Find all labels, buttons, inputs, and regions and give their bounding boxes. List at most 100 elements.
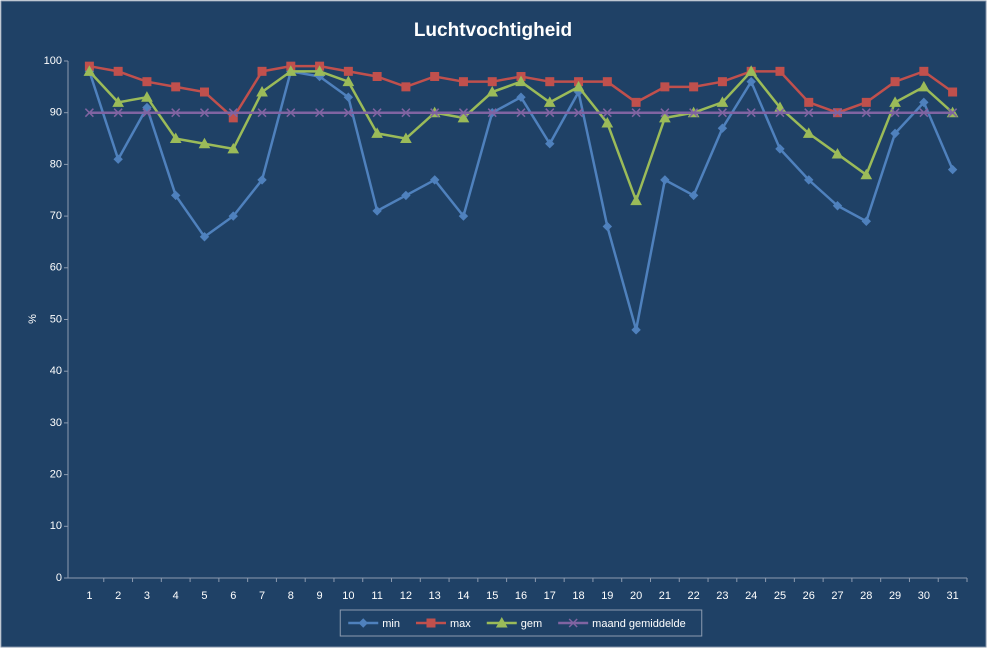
marker [113, 108, 123, 118]
marker [919, 66, 929, 76]
marker [601, 117, 614, 128]
marker [372, 72, 382, 82]
x-tick-label: 11 [371, 590, 382, 602]
marker [630, 194, 642, 206]
y-tick-label: 30 [50, 417, 62, 429]
x-tick-label: 23 [716, 590, 728, 602]
y-tick-label: 80 [50, 158, 62, 170]
marker [198, 137, 211, 149]
marker [199, 108, 210, 118]
y-axis-label: % [27, 314, 39, 324]
x-tick-label: 27 [831, 590, 843, 602]
x-tick-label: 2 [115, 590, 121, 602]
x-tick-label: 7 [259, 590, 265, 602]
x-tick-label: 13 [429, 590, 441, 602]
marker [142, 108, 152, 118]
marker [861, 108, 871, 118]
marker [84, 108, 94, 118]
marker [112, 96, 125, 107]
y-tick-label: 90 [50, 107, 62, 119]
marker [831, 148, 844, 159]
legend-box [339, 609, 703, 637]
y-tick-label: 70 [50, 210, 62, 222]
x-tick-label: 14 [457, 590, 469, 602]
marker [228, 108, 238, 118]
x-tick-label: 8 [288, 590, 294, 602]
marker [659, 111, 671, 123]
marker [257, 66, 267, 76]
marker [832, 108, 843, 118]
marker [487, 77, 497, 87]
chart-title: Luchtvochtigheid [414, 20, 572, 41]
marker [401, 108, 411, 118]
marker [401, 190, 411, 201]
marker [284, 65, 297, 76]
marker [315, 108, 325, 118]
marker [602, 221, 613, 232]
marker [802, 127, 815, 138]
marker [286, 108, 296, 118]
marker [574, 108, 584, 118]
marker [199, 87, 209, 97]
marker [804, 97, 814, 107]
x-tick-label: 10 [342, 590, 354, 602]
y-tick-label: 20 [50, 469, 62, 481]
marker [688, 190, 699, 201]
legend-label: maand gemiddelde [592, 618, 686, 630]
marker [545, 77, 555, 87]
marker [716, 96, 729, 107]
marker [890, 108, 900, 118]
legend: min max gem maand gemiddelde [339, 609, 703, 637]
marker [775, 108, 785, 118]
marker [919, 97, 929, 108]
y-tick-label: 40 [50, 365, 62, 377]
marker [948, 87, 958, 97]
marker [947, 164, 958, 175]
marker [917, 80, 930, 92]
marker [516, 108, 526, 118]
marker [602, 77, 612, 87]
marker [487, 108, 497, 118]
marker [545, 108, 555, 118]
marker [631, 108, 641, 118]
marker [689, 82, 699, 92]
marker [602, 108, 612, 118]
marker [890, 77, 900, 87]
marker [717, 123, 728, 133]
marker [257, 108, 267, 118]
marker [400, 132, 412, 144]
x-tick-label: 17 [544, 590, 556, 602]
marker [660, 108, 670, 118]
marker [401, 82, 411, 92]
marker [169, 132, 182, 144]
marker [171, 108, 181, 118]
marker [429, 175, 440, 185]
legend-label: min [382, 618, 400, 630]
marker [890, 128, 900, 139]
marker [919, 108, 929, 118]
marker [256, 85, 268, 97]
marker [358, 618, 368, 628]
marker [83, 65, 96, 76]
marker [257, 175, 267, 185]
marker [342, 75, 355, 87]
marker [568, 618, 578, 628]
legend-label: gem [521, 618, 542, 630]
marker [458, 77, 468, 87]
marker [572, 80, 585, 92]
marker [142, 77, 152, 87]
marker [458, 108, 468, 118]
marker [515, 75, 527, 87]
x-tick-label: 22 [688, 590, 700, 602]
marker [543, 96, 556, 107]
marker [371, 127, 383, 138]
marker [516, 92, 526, 102]
marker [775, 66, 785, 76]
marker [113, 66, 123, 76]
marker [113, 154, 123, 164]
x-tick-label: 15 [486, 590, 498, 602]
marker [495, 616, 508, 628]
marker [746, 76, 756, 87]
marker [430, 72, 440, 82]
